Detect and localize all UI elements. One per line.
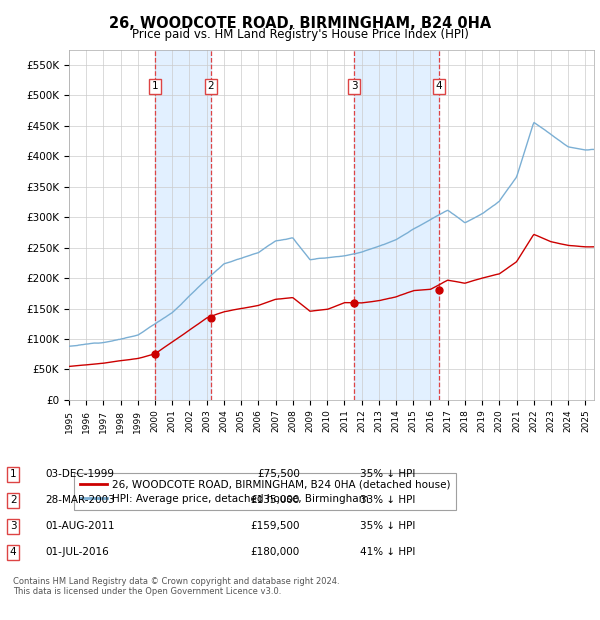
Text: 2: 2	[10, 495, 17, 505]
Text: £135,000: £135,000	[251, 495, 300, 505]
Text: 41% ↓ HPI: 41% ↓ HPI	[360, 547, 415, 557]
Text: 26, WOODCOTE ROAD, BIRMINGHAM, B24 0HA: 26, WOODCOTE ROAD, BIRMINGHAM, B24 0HA	[109, 16, 491, 30]
Legend: 26, WOODCOTE ROAD, BIRMINGHAM, B24 0HA (detached house), HPI: Average price, det: 26, WOODCOTE ROAD, BIRMINGHAM, B24 0HA (…	[74, 474, 457, 510]
Text: 01-JUL-2016: 01-JUL-2016	[45, 547, 109, 557]
Text: £75,500: £75,500	[257, 469, 300, 479]
Text: 3: 3	[351, 81, 358, 91]
Text: 35% ↓ HPI: 35% ↓ HPI	[360, 469, 415, 479]
Text: 35% ↓ HPI: 35% ↓ HPI	[360, 521, 415, 531]
Text: 4: 4	[436, 81, 442, 91]
Text: 33% ↓ HPI: 33% ↓ HPI	[360, 495, 415, 505]
Text: 03-DEC-1999: 03-DEC-1999	[45, 469, 114, 479]
Text: 1: 1	[10, 469, 17, 479]
Text: £159,500: £159,500	[251, 521, 300, 531]
Text: 2: 2	[208, 81, 214, 91]
Text: 1: 1	[152, 81, 158, 91]
Bar	[355, 50, 439, 400]
Text: 3: 3	[10, 521, 17, 531]
Text: 28-MAR-2003: 28-MAR-2003	[45, 495, 115, 505]
Text: This data is licensed under the Open Government Licence v3.0.: This data is licensed under the Open Gov…	[13, 587, 281, 596]
Text: Price paid vs. HM Land Registry's House Price Index (HPI): Price paid vs. HM Land Registry's House …	[131, 28, 469, 41]
Text: Contains HM Land Registry data © Crown copyright and database right 2024.: Contains HM Land Registry data © Crown c…	[13, 577, 340, 586]
Text: £180,000: £180,000	[251, 547, 300, 557]
Bar	[155, 50, 211, 400]
Text: 4: 4	[10, 547, 17, 557]
Text: 01-AUG-2011: 01-AUG-2011	[45, 521, 115, 531]
